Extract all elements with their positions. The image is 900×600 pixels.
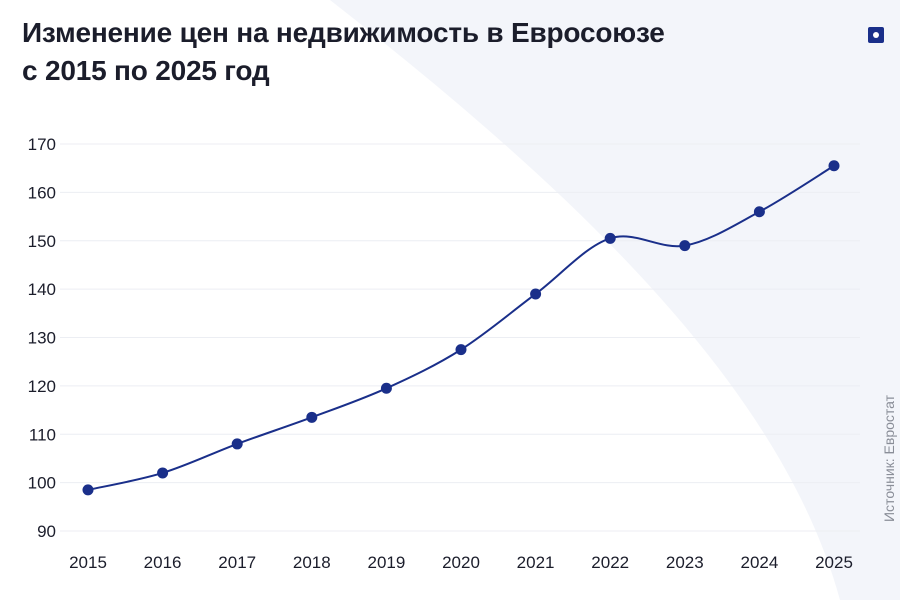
data-point[interactable] xyxy=(679,240,691,252)
x-tick-label: 2016 xyxy=(144,553,182,572)
data-point[interactable] xyxy=(157,467,169,479)
y-tick-label: 160 xyxy=(28,183,56,202)
y-tick-label: 140 xyxy=(28,280,56,299)
square-dot-logo-icon xyxy=(868,27,884,43)
y-tick-label: 110 xyxy=(29,425,56,444)
y-tick-label: 120 xyxy=(28,377,56,396)
source-note: Источник: Евростат xyxy=(881,394,897,522)
data-point[interactable] xyxy=(455,344,467,356)
x-tick-label: 2019 xyxy=(367,553,405,572)
data-point[interactable] xyxy=(82,484,94,496)
y-tick-label: 170 xyxy=(28,135,56,154)
series-line xyxy=(87,164,835,491)
x-tick-label: 2025 xyxy=(815,553,853,572)
x-tick-label: 2023 xyxy=(666,553,704,572)
x-tick-label: 2017 xyxy=(218,553,256,572)
y-tick-label: 100 xyxy=(28,474,56,493)
data-point[interactable] xyxy=(530,288,542,300)
y-tick-label: 150 xyxy=(28,232,56,251)
chart-title: Изменение цен на недвижимость в Евросоюз… xyxy=(22,14,665,90)
x-tick-label: 2020 xyxy=(442,553,480,572)
x-tick-label: 2024 xyxy=(740,553,778,572)
x-tick-label: 2018 xyxy=(293,553,331,572)
y-tick-label: 130 xyxy=(28,329,56,348)
x-tick-label: 2021 xyxy=(517,553,555,572)
x-tick-label: 2015 xyxy=(69,553,107,572)
data-point[interactable] xyxy=(306,411,318,423)
data-point[interactable] xyxy=(380,382,392,394)
data-point[interactable] xyxy=(828,160,840,172)
x-tick-label: 2022 xyxy=(591,553,629,572)
title-line-1: Изменение цен на недвижимость в Евросоюз… xyxy=(22,17,665,48)
data-point[interactable] xyxy=(231,438,243,450)
data-point[interactable] xyxy=(604,232,616,244)
data-point[interactable] xyxy=(753,206,765,218)
y-tick-label: 90 xyxy=(37,522,56,541)
title-line-2: с 2015 по 2025 год xyxy=(22,55,270,86)
